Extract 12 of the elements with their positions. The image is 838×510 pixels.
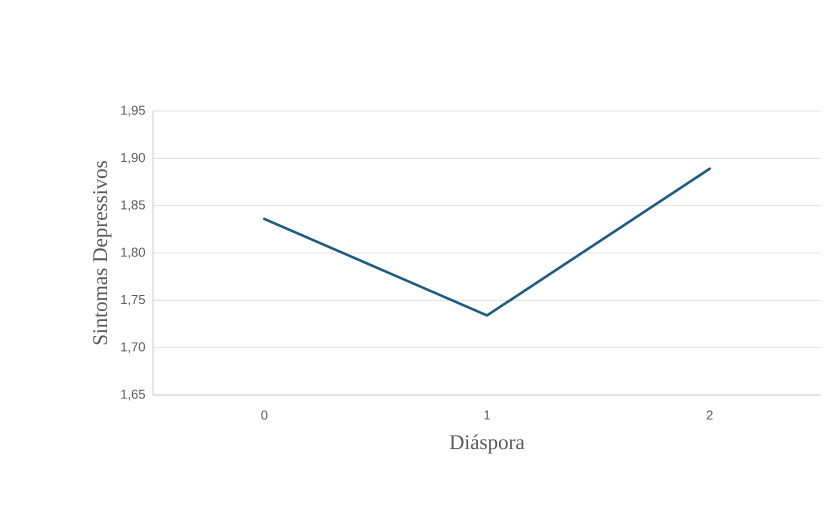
x-axis-title: Diáspora <box>450 434 524 454</box>
y-axis-title: Sintomas Depressivos <box>93 161 112 344</box>
y-tick-label: 1,70 <box>121 342 145 353</box>
y-tick-label: 1,65 <box>121 390 145 400</box>
y-tick-label: 1,85 <box>121 200 145 212</box>
y-tick-label: 1,95 <box>121 106 145 116</box>
y-tick-label: 1,90 <box>121 152 145 164</box>
x-tick-label: 0 <box>261 410 268 420</box>
y-tick-label: 1,80 <box>121 248 145 258</box>
x-tick-label: 1 <box>484 410 490 420</box>
y-tick-label: 1,75 <box>121 295 145 306</box>
x-tick-label: 2 <box>706 410 713 420</box>
